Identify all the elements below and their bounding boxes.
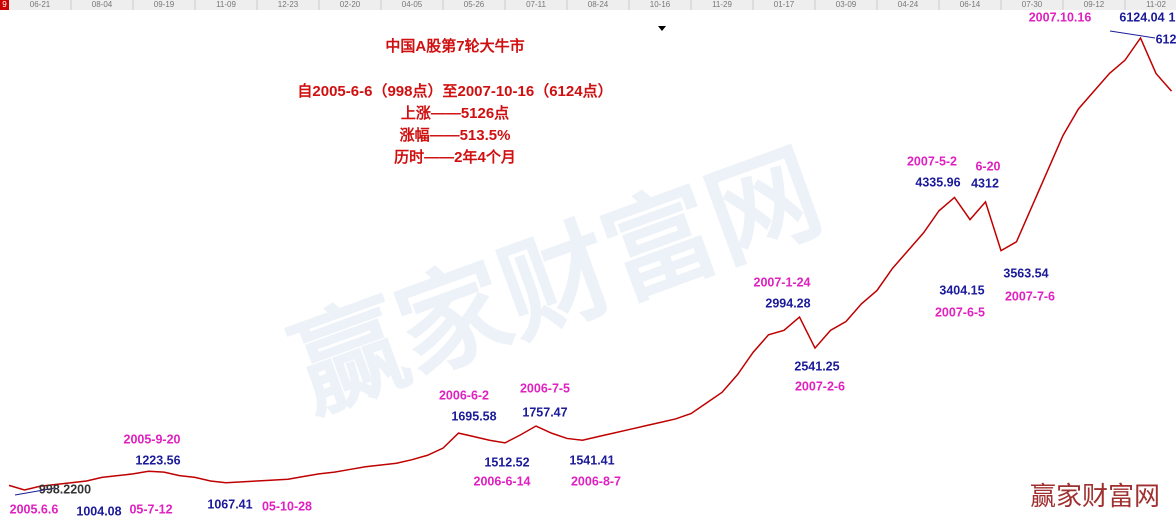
annotation: 1223.56 [135,453,180,467]
annotation: 2994.28 [765,296,810,310]
x-tick-label: 07-11 [526,0,546,9]
annotation: 6-20 [975,159,1000,173]
x-tick-label: 03-09 [836,0,857,9]
annotation: 2005-9-20 [124,432,181,446]
x-tick-label: 11-29 [712,0,732,9]
x-tick-label: 11-09 [216,0,236,9]
annotation: 3563.54 [1003,266,1048,280]
annotation: 1067.41 [207,497,252,511]
annotation: 2006-6-14 [474,474,531,488]
x-tick-label: 04-05 [402,0,423,9]
x-tick-label: 08-24 [588,0,609,9]
x-tick-label: 07-30 [1022,0,1043,9]
price-line [8,36,1173,491]
annotation: 05-7-12 [129,502,172,516]
annotation: 4335.96 [915,175,960,189]
x-tick-label: 02-20 [340,0,361,9]
annotation: 2005.6.6 [10,502,59,516]
x-tick-label: 09-12 [1084,0,1105,9]
x-tick-label: 09-19 [154,0,175,9]
corner-box [0,0,9,10]
annotation: 4312 [971,176,999,190]
annotation: 1512.52 [484,455,529,469]
annotation: 05-10-28 [262,499,312,513]
annotation: 2007-1-24 [754,275,811,289]
title-line: 上涨——5126点 [401,105,509,122]
annotation: 2007-2-6 [795,379,845,393]
time-strip [0,0,1176,10]
annotation: 1695.58 [451,409,496,423]
pointer-line [1109,30,1156,39]
annotation: 2006-6-2 [439,388,489,402]
annotation: 2006-7-5 [520,381,570,395]
x-tick-label: 08-04 [92,0,113,9]
title-line: 中国A股第7轮大牛市 [385,37,524,55]
annotation: 2007-6-5 [935,305,985,319]
title-line: 自2005-6-6（998点）至2007-10-16（6124点） [297,82,612,100]
title-line: 涨幅——513.5% [400,126,511,144]
annotation: 1757.47 [522,405,567,419]
x-tick-label: 06-21 [30,0,51,9]
annotation: 2007-7-6 [1005,289,1055,303]
annotation: 998.2200 [39,482,91,496]
annotation: 1004.08 [76,504,121,518]
annotation: 612 [1156,32,1176,46]
x-tick-label: 01-17 [774,0,795,9]
annotation: 2541.25 [794,359,839,373]
annotation: 3404.15 [939,283,984,297]
corner-label: 9 [2,0,7,9]
annotation: 2007.10.16 [1029,10,1092,24]
annotation: 1541.41 [569,453,614,467]
x-tick-label: 10-16 [650,0,671,9]
pointer-line [14,487,56,496]
x-tick-label: 06-14 [960,0,981,9]
annotation: 2007-5-2 [907,154,957,168]
annotation: 1 [1169,10,1176,24]
brand: 赢家财富网 [1030,481,1160,511]
title-line: 历时——2年4个月 [394,148,516,166]
annotation: 2006-8-7 [571,474,621,488]
annotation: 6124.04 [1119,10,1164,24]
marker [658,26,666,31]
x-tick-label: 12-23 [278,0,299,9]
x-tick-label: 11-02 [1146,0,1166,9]
x-tick-label: 05-26 [464,0,485,9]
x-tick-label: 04-24 [898,0,919,9]
